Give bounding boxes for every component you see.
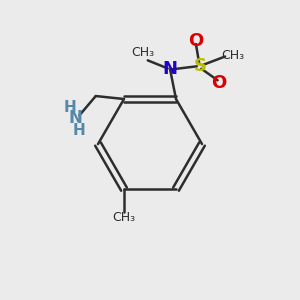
- Text: N: N: [163, 60, 178, 78]
- Text: H: H: [73, 123, 86, 138]
- Text: CH₃: CH₃: [132, 46, 155, 59]
- Text: CH₃: CH₃: [112, 211, 136, 224]
- Text: O: O: [188, 32, 203, 50]
- Text: H: H: [64, 100, 77, 116]
- Text: N: N: [68, 109, 82, 127]
- Text: O: O: [212, 74, 227, 92]
- Text: S: S: [193, 57, 206, 75]
- Text: CH₃: CH₃: [221, 50, 244, 62]
